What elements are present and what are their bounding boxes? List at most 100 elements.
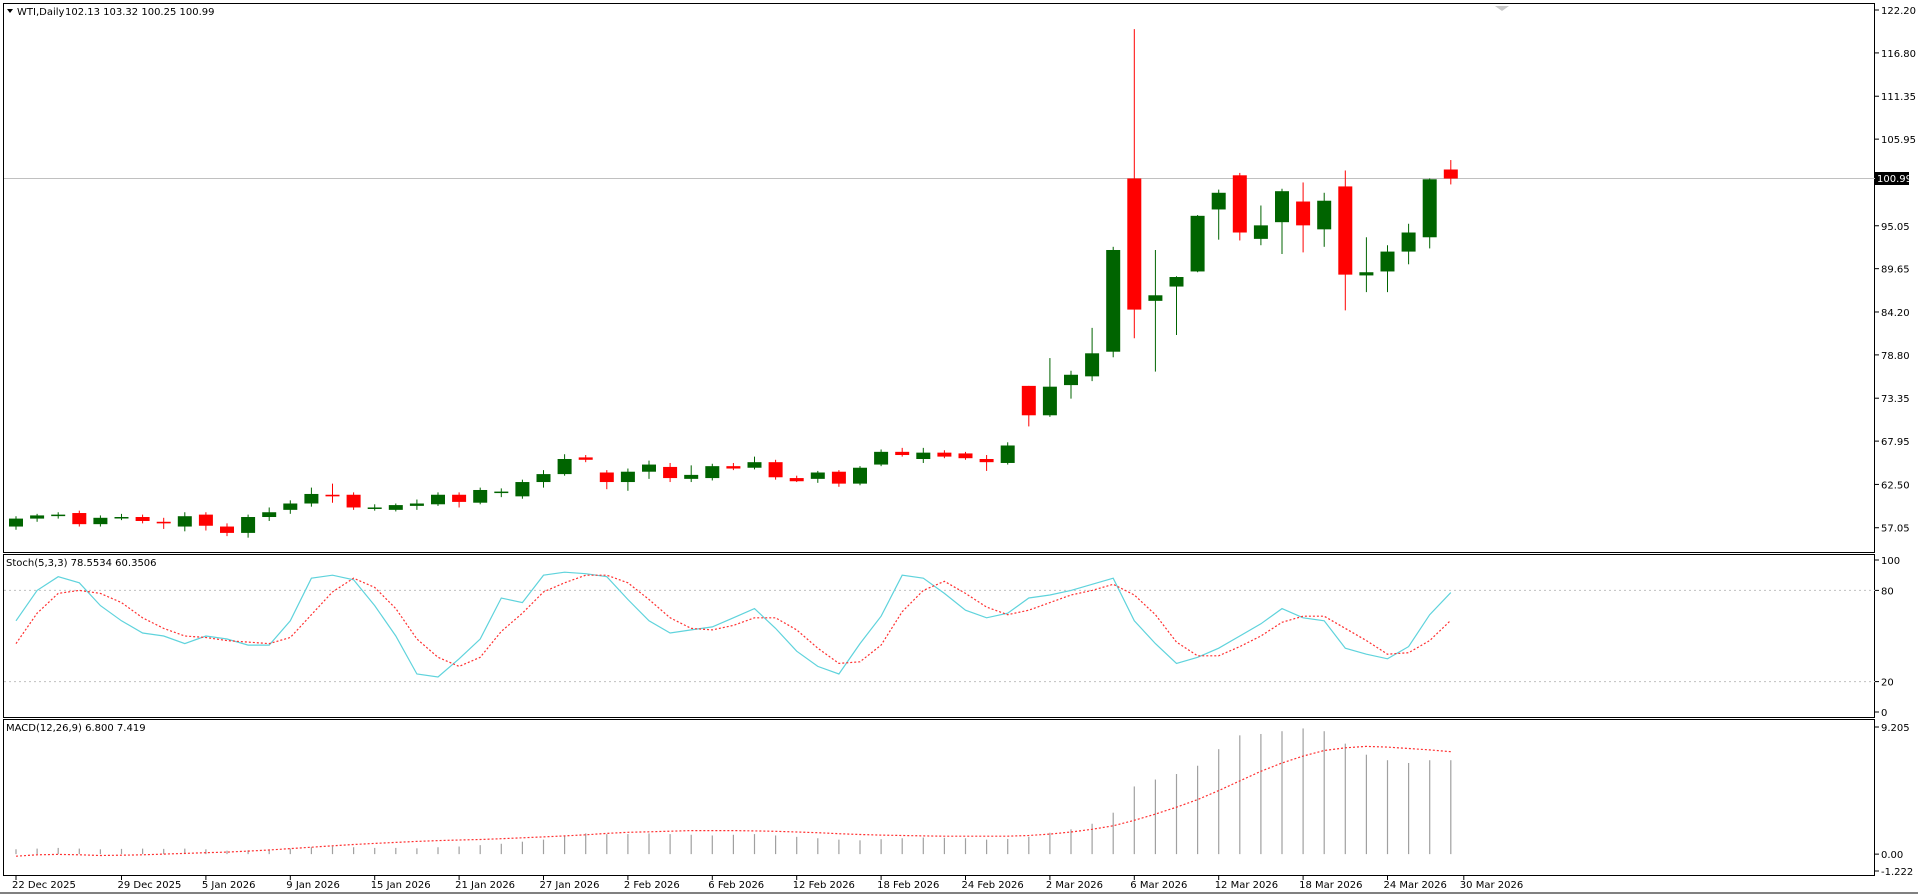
candle [388, 503, 403, 512]
candle [1064, 370, 1078, 399]
candle [1232, 172, 1247, 241]
candle [536, 470, 551, 488]
stoch-tick-label: 80 [1881, 586, 1894, 597]
price-tick-label: 95.05 [1881, 222, 1910, 233]
stoch-tick-label: 100 [1881, 556, 1900, 567]
stoch-axis: 100 80 20 0 [1875, 556, 1900, 719]
stoch-window-frame [3, 554, 1875, 718]
candle [114, 513, 129, 521]
triangle-down-icon[interactable] [7, 9, 13, 13]
candle-body [1443, 169, 1458, 179]
candle-body [1085, 353, 1100, 377]
candle [895, 447, 910, 457]
candle-body [114, 517, 129, 519]
candle-body [1401, 232, 1416, 252]
candle-body [156, 521, 171, 524]
candle [1042, 358, 1057, 417]
candle [1443, 160, 1458, 185]
candle [1359, 237, 1374, 293]
candle [684, 465, 699, 483]
candle-body [494, 491, 509, 494]
candle [1317, 192, 1332, 247]
candle-body [937, 452, 952, 457]
symbol-label: WTI,Daily [17, 7, 65, 18]
candle [1169, 276, 1184, 336]
candle-body [135, 517, 150, 521]
candle [1275, 188, 1289, 254]
price-tick-label: 78.80 [1881, 351, 1910, 362]
time-axis: 22 Dec 2025 29 Dec 2025 5 Jan 2026 9 Jan 20… [12, 876, 1523, 891]
candle-body [1232, 175, 1247, 233]
candle [177, 512, 192, 532]
candle [557, 454, 572, 476]
time-tick-label: 5 Jan 2026 [202, 880, 256, 891]
time-tick-label: 2 Feb 2026 [624, 880, 680, 891]
candle-body [515, 482, 530, 497]
candle-body [177, 516, 192, 527]
stoch-main-line [15, 571, 1452, 678]
price-tick-label: 62.50 [1881, 480, 1910, 491]
stoch-tick-label: 20 [1881, 678, 1894, 689]
price-tick-label: 73.35 [1881, 394, 1910, 405]
candle [409, 499, 424, 510]
candlestick-series [9, 29, 1458, 538]
candle [1106, 246, 1121, 358]
candle [916, 447, 931, 463]
candle-body [72, 513, 87, 525]
price-tick-label: 111.35 [1881, 92, 1916, 103]
time-tick-label: 22 Dec 2025 [12, 880, 76, 891]
time-tick-label: 24 Feb 2026 [962, 880, 1024, 891]
candle [642, 460, 656, 479]
candle-body [325, 494, 340, 497]
candle [515, 479, 530, 499]
candle-body [1000, 445, 1015, 463]
price-tick-label: 89.65 [1881, 265, 1910, 276]
candle [241, 514, 256, 538]
price-tick-label: 57.05 [1881, 524, 1910, 535]
candle-body [431, 494, 445, 505]
price-tick-label: 105.95 [1881, 135, 1916, 146]
candle [283, 500, 298, 514]
candle-body [810, 472, 825, 479]
candle [198, 512, 213, 531]
candle-body [388, 505, 403, 510]
candle [1021, 385, 1036, 427]
candle [937, 450, 952, 459]
time-tick-label: 29 Dec 2025 [118, 880, 182, 891]
candle [262, 507, 277, 521]
candle-body [346, 494, 361, 508]
candle [1401, 223, 1416, 265]
candle-body [473, 489, 488, 503]
candle [1190, 215, 1205, 273]
candle-body [916, 452, 931, 459]
candle [156, 517, 171, 529]
time-tick-label: 9 Jan 2026 [286, 880, 340, 891]
candle [1296, 182, 1311, 253]
candle [726, 462, 741, 471]
candle-body [578, 457, 593, 460]
candle-body [452, 494, 467, 502]
price-axis: 122.20 116.80 111.35 105.95 95.05 89.65 84.20 7… [1875, 6, 1916, 535]
candle [1338, 170, 1353, 311]
current-price-text: 100.99 [1877, 174, 1912, 185]
candle-body [536, 474, 551, 483]
price-tick-label: 84.20 [1881, 308, 1910, 319]
time-tick-label: 21 Jan 2026 [455, 880, 515, 891]
macd-window-frame [3, 719, 1875, 876]
candle [1253, 205, 1268, 246]
candle [599, 470, 614, 490]
candle [831, 470, 846, 487]
candle-body [1253, 225, 1268, 239]
scroll-marker-icon[interactable] [1495, 6, 1509, 11]
candle-body [30, 515, 45, 519]
candle [72, 510, 87, 527]
macd-indicator [15, 728, 1452, 857]
time-tick-label: 15 Jan 2026 [371, 880, 431, 891]
macd-title: MACD(12,26,9) 6.800 7.419 [6, 723, 146, 734]
candle-body [1169, 277, 1184, 287]
candle [620, 468, 635, 491]
candle-body [747, 462, 762, 468]
candle-body [705, 466, 720, 479]
candle-body [895, 451, 910, 456]
